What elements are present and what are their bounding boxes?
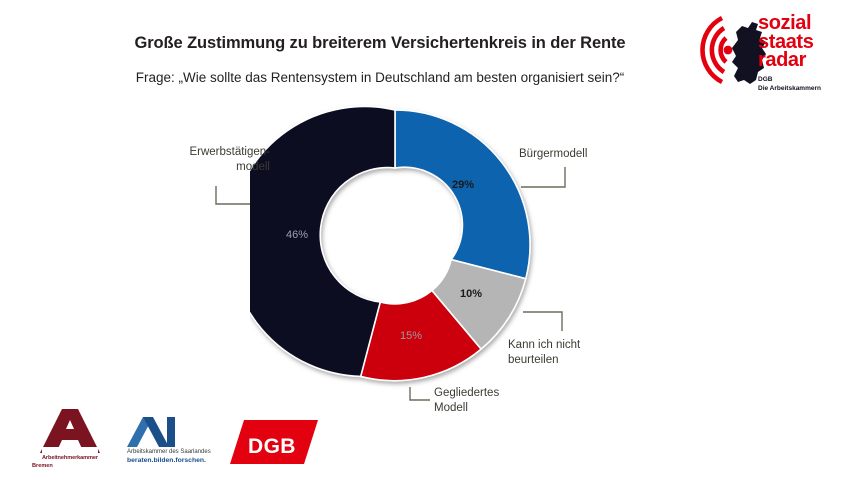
donut-chart-svg bbox=[228, 105, 531, 382]
dgb-wordmark: DGB bbox=[248, 435, 296, 458]
brand-line-3: radar bbox=[758, 49, 807, 72]
logo-arbeitnehmerkammer-bremen: Arbeitnehmerkammer Bremen bbox=[32, 407, 108, 473]
dgb-parallelogram-icon bbox=[230, 420, 318, 464]
leader-line-erwerbstaetigenmodell bbox=[215, 186, 250, 205]
callout-label-erwerbstaetigenmodell: Erwerbstätigen- modell bbox=[189, 146, 270, 173]
logo-arbeitskammer-saarland: Arbeitskammer des Saarlandes beraten.bil… bbox=[105, 413, 215, 469]
arbeitnehmerkammer-caption-1: Arbeitnehmerkammer bbox=[41, 455, 99, 461]
donut-hole bbox=[337, 187, 453, 303]
arbeitnehmerkammer-a-icon bbox=[40, 409, 100, 454]
callout-label-gegliedertes-modell: Gegliedertes Modell bbox=[434, 387, 500, 414]
slice-value-kann-ich-nicht-beurteilen: 10% bbox=[460, 288, 483, 300]
sozialstaatsradar-logo: sozial staats radar DGB Die Arbeitskamme… bbox=[676, 8, 846, 98]
arbeitnehmerkammer-caption-2: Bremen bbox=[32, 463, 53, 469]
donut-ring bbox=[228, 105, 531, 382]
brand-dot bbox=[723, 45, 733, 55]
brand-wordmark: sozial staats radar bbox=[758, 12, 814, 72]
brand-line-1: sozial bbox=[758, 12, 812, 34]
ak-saarland-icon bbox=[127, 417, 175, 447]
brand-logo-graphic bbox=[700, 15, 766, 85]
page-title: Große Zustimmung zu breiterem Versichert… bbox=[134, 34, 626, 52]
callout-label-buergermodell: Bürgermodell bbox=[519, 148, 588, 160]
slice-value-buergermodell: 29% bbox=[452, 179, 475, 191]
donut-chart bbox=[228, 100, 540, 390]
ak-saarland-caption-2: beraten.bilden.forschen. bbox=[127, 457, 206, 464]
slice-value-erwerbstaetigenmodell: 46% bbox=[286, 229, 309, 241]
germany-map-icon bbox=[732, 22, 766, 84]
partner-logos: Arbeitnehmerkammer Bremen Arbeitskammer … bbox=[30, 405, 330, 475]
slice-erwerbstaetigenmodell[interactable] bbox=[228, 105, 396, 378]
brand-line-2: staats bbox=[758, 30, 814, 53]
callout-label-kann-ich-nicht-beurteilen: Kann ich nicht beurteilen bbox=[508, 339, 581, 366]
brand-sub-arbeitskammern: Die Arbeitskammern bbox=[758, 85, 821, 92]
chart-subtitle: Frage: „Wie sollte das Rentensystem in D… bbox=[135, 70, 625, 85]
ak-saarland-caption-1: Arbeitskammer des Saarlandes bbox=[127, 449, 211, 455]
slice-value-gegliedertes-modell: 15% bbox=[400, 330, 423, 342]
slice-gegliedertes-modell[interactable] bbox=[359, 289, 483, 382]
logo-dgb: DGB bbox=[226, 418, 326, 466]
brand-sub-dgb: DGB bbox=[758, 76, 773, 83]
